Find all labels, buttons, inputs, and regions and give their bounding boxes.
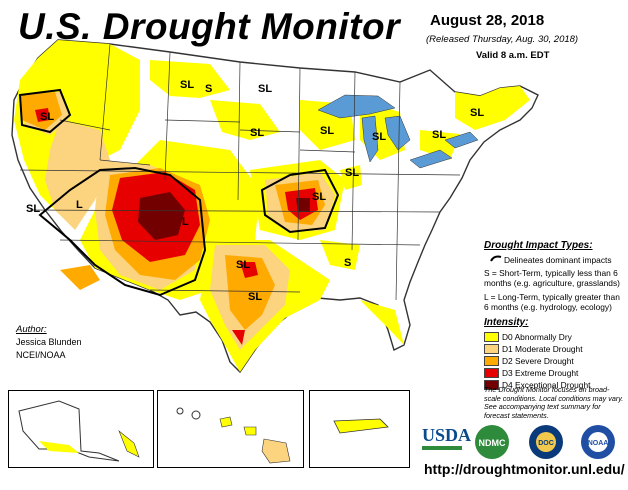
impact-lines <box>18 88 340 297</box>
map-label: SL <box>345 167 359 179</box>
map-label: L <box>76 199 83 211</box>
alaska-map <box>18 400 140 462</box>
map-title: U.S. Drought Monitor <box>18 6 400 47</box>
d4-swatch <box>484 379 499 390</box>
author-org: NCEI/NOAA <box>16 350 66 360</box>
map-label: S <box>205 83 212 95</box>
release-date: (Released Thursday, Aug. 30, 2018) <box>426 34 579 45</box>
valid-time: Valid 8 a.m. EDT <box>476 50 550 61</box>
hawaii-map <box>176 407 291 464</box>
map-label: SL <box>312 191 326 203</box>
author-name: Jessica Blunden <box>16 337 82 347</box>
doc-logo: DOC <box>529 425 563 459</box>
ndmc-logo: NDMC <box>475 425 509 459</box>
state-borders <box>19 43 461 301</box>
d0-swatch <box>484 331 499 342</box>
d4-areas <box>138 192 310 240</box>
alaska-inset <box>8 390 154 468</box>
long-term-text: L = Long-Term, typically greater than 6 … <box>484 292 620 312</box>
map-label: L <box>182 216 189 228</box>
great-lakes <box>317 94 479 169</box>
impact-legend-title: Drought Impact Types: <box>484 240 593 251</box>
intensity-title: Intensity: <box>484 317 529 328</box>
delineation-legend: Delineates dominant impacts <box>490 255 612 265</box>
puerto-rico-map <box>333 418 389 434</box>
short-term-text: S = Short-Term, typically less than 6 mo… <box>484 268 620 288</box>
d2-swatch <box>484 355 499 366</box>
doc-text: DOC <box>538 440 554 447</box>
usda-logo: USDA <box>422 425 472 445</box>
delineation-label: Delineates dominant impacts <box>504 255 612 265</box>
map-label: SL <box>248 291 262 303</box>
website-url[interactable]: http://droughtmonitor.unl.edu/ <box>424 461 625 477</box>
map-label: SL <box>258 83 272 95</box>
intensity-d2: D2 Severe Drought <box>484 355 574 366</box>
disclaimer-note: The Drought Monitor focuses on broad-sca… <box>484 385 624 420</box>
delineation-line-icon <box>490 255 502 262</box>
intensity-d0: D0 Abnormally Dry <box>484 331 572 342</box>
map-label: SL <box>372 131 386 143</box>
map-label: SL <box>432 129 446 141</box>
d3-swatch <box>484 367 499 378</box>
map-label: SL <box>320 125 334 137</box>
ndmc-text: NDMC <box>479 438 506 448</box>
hawaii-inset <box>157 390 304 468</box>
map-label: SL <box>26 203 40 215</box>
map-label: SL <box>40 111 54 123</box>
usda-logo-bar <box>422 446 462 450</box>
map-label: SL <box>470 107 484 119</box>
map-label: SL <box>250 127 264 139</box>
noaa-text: NOAA <box>588 440 609 447</box>
d1-swatch <box>484 343 499 354</box>
noaa-logo: NOAA <box>581 425 615 459</box>
author-title: Author: <box>16 324 47 335</box>
puerto-rico-inset <box>309 390 410 468</box>
map-label: S <box>344 257 351 269</box>
intensity-d3: D3 Extreme Drought <box>484 367 578 378</box>
map-label: SL <box>236 259 250 271</box>
intensity-d1: D1 Moderate Drought <box>484 343 583 354</box>
intensity-d4: D4 Exceptional Drought <box>484 379 590 390</box>
map-date: August 28, 2018 <box>430 12 545 29</box>
map-label: SL <box>180 79 194 91</box>
